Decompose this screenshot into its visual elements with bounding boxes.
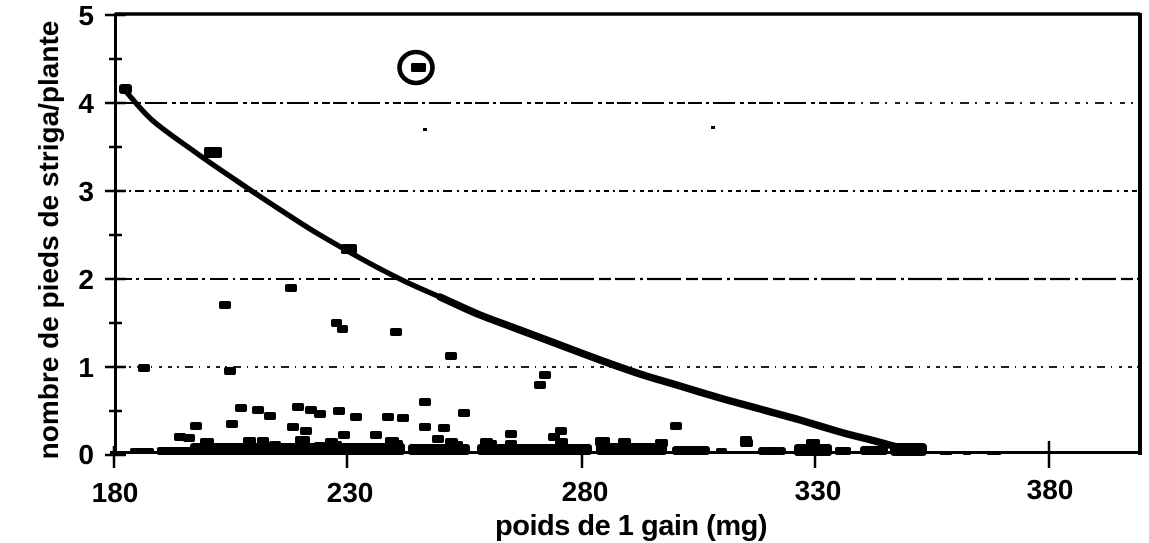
svg-text:0: 0: [78, 439, 94, 470]
svg-text:2: 2: [78, 264, 94, 295]
svg-text:180: 180: [92, 477, 139, 508]
svg-text:poids de 1 gain (mg): poids de 1 gain (mg): [495, 510, 767, 542]
svg-text:230: 230: [327, 477, 374, 508]
svg-text:nombre de pieds de striga/plan: nombre de pieds de striga/plante: [33, 21, 64, 460]
svg-text:280: 280: [562, 476, 609, 507]
svg-text:5: 5: [78, 0, 94, 31]
svg-text:1: 1: [78, 352, 94, 383]
svg-text:380: 380: [1027, 474, 1074, 505]
svg-text:3: 3: [78, 176, 94, 207]
svg-text:330: 330: [795, 475, 842, 506]
svg-text:4: 4: [78, 88, 94, 119]
